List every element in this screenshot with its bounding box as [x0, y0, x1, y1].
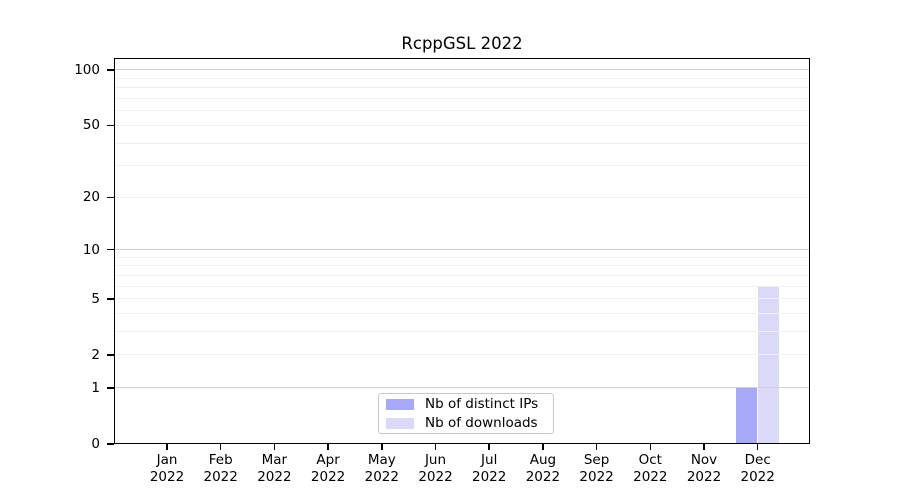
x-tick-label-nov: Nov 2022	[686, 452, 722, 485]
gridline-major-1	[114, 387, 810, 389]
x-tick-label-aug: Aug 2022	[525, 452, 561, 485]
gridline-minor-70	[114, 98, 810, 100]
gridline-minor-3	[114, 331, 810, 333]
x-tick-label-jan: Jan 2022	[149, 452, 185, 485]
x-tick-aug	[542, 444, 544, 450]
gridline-minor-4	[114, 313, 810, 315]
x-tick-sep	[595, 444, 598, 450]
x-tick-label-jul: Jul 2022	[472, 452, 507, 485]
gridline-minor-30	[114, 165, 810, 167]
x-tick-jul	[488, 444, 490, 450]
legend-swatch-downloads	[386, 417, 414, 429]
y-tick-1	[107, 387, 114, 389]
y-tick-label-10: 10	[82, 241, 100, 258]
gridline-minor-2	[114, 354, 810, 356]
legend-item-downloads: Nb of downloads	[386, 415, 553, 432]
y-tick-2	[107, 354, 114, 356]
gridline-major-100	[114, 69, 810, 71]
x-tick-label-sep: Sep 2022	[579, 452, 614, 485]
x-tick-jun	[434, 444, 437, 450]
gridline-minor-5	[114, 298, 810, 300]
x-tick-label-apr: Apr 2022	[310, 452, 346, 485]
gridline-minor-90	[114, 77, 810, 79]
gridline-minor-80	[114, 87, 810, 89]
x-tick-jan	[166, 444, 168, 450]
x-tick-oct	[649, 444, 652, 450]
legend: Nb of distinct IPs Nb of downloads	[378, 393, 554, 434]
plot-frame	[114, 58, 810, 444]
y-tick-5	[107, 298, 114, 300]
y-tick-label-20: 20	[82, 189, 100, 206]
bar-downloads-dec	[758, 286, 780, 444]
x-tick-apr	[327, 444, 329, 450]
x-tick-label-dec: Dec 2022	[740, 452, 775, 485]
x-tick-feb	[219, 444, 222, 450]
y-tick-label-100: 100	[74, 61, 100, 78]
bar-distinct-ips-dec	[736, 387, 758, 444]
x-tick-mar	[273, 444, 276, 450]
legend-item-distinct-ips: Nb of distinct IPs	[386, 396, 553, 413]
y-tick-label-2: 2	[91, 346, 100, 363]
legend-swatch-distinct-ips	[386, 398, 414, 410]
gridline-minor-9	[114, 256, 810, 258]
y-tick-20	[107, 196, 114, 199]
gridline-minor-20	[114, 196, 810, 198]
legend-label-downloads: Nb of downloads	[425, 414, 538, 431]
y-tick-label-5: 5	[91, 290, 100, 307]
chart-title: RcppGSL 2022	[401, 34, 523, 53]
y-tick-10	[107, 248, 114, 251]
y-tick-0	[107, 443, 114, 445]
x-tick-may	[381, 444, 383, 450]
y-tick-label-50: 50	[82, 117, 100, 134]
legend-label-distinct-ips: Nb of distinct IPs	[425, 395, 539, 412]
gridline-minor-6	[114, 285, 810, 287]
x-tick-dec	[756, 444, 759, 450]
y-tick-100	[107, 69, 114, 71]
gridline-major-10	[114, 249, 810, 251]
y-tick-label-0: 0	[91, 436, 100, 452]
gridline-minor-8	[114, 265, 810, 267]
x-tick-label-may: May 2022	[364, 452, 399, 485]
gridline-minor-50	[114, 124, 810, 126]
x-tick-label-oct: Oct 2022	[633, 452, 668, 485]
x-tick-label-jun: Jun 2022	[418, 452, 453, 485]
x-tick-label-mar: Mar 2022	[257, 452, 292, 485]
gridline-minor-7	[114, 274, 810, 276]
gridline-minor-60	[114, 110, 810, 112]
gridline-minor-40	[114, 142, 810, 144]
x-tick-nov	[703, 444, 705, 450]
x-tick-label-feb: Feb 2022	[203, 452, 238, 485]
y-tick-label-1: 1	[91, 379, 100, 396]
y-tick-50	[107, 124, 114, 127]
